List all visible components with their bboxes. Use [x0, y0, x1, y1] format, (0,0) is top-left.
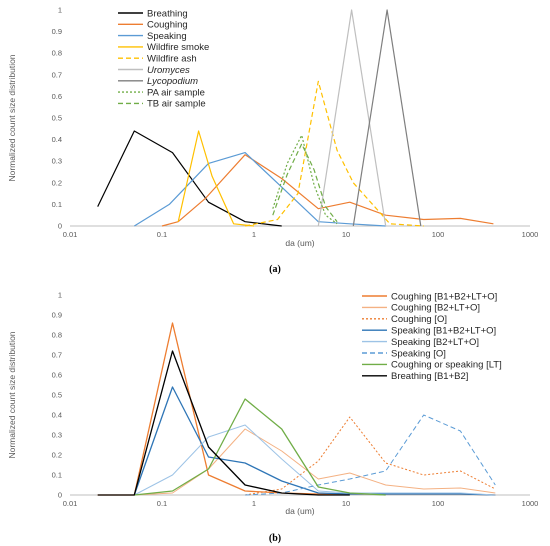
chart-a-series-line-4 [177, 130, 255, 227]
chart-a-y-tick-label: 0.6 [52, 92, 62, 101]
chart-b-legend-label: Coughing or speaking [LT] [391, 360, 502, 371]
chart-a-legend-label: TB air sample [147, 99, 206, 110]
chart-a: 0.01 0.1 1 10 100 1000 0 0.1 0.2 0.3 0.4 0.5 0.6 0.7 0… [7, 6, 538, 249]
chart-b-x-tick-label: 1 [252, 499, 256, 508]
chart-b-y-tick-label: 0 [58, 491, 62, 500]
chart-b-series-line-4 [133, 386, 496, 496]
chart-a-x-tick-label: 1000 [522, 230, 539, 239]
chart-b-y-tick-label: 0.5 [52, 391, 62, 400]
chart-a-y-tick-label: 0.7 [52, 70, 62, 79]
chart-b-series-line-8 [97, 350, 350, 496]
chart-a-y-tick-label: 0.5 [52, 114, 62, 123]
chart-b-y-tick-label: 0.4 [52, 411, 62, 420]
chart-a-legend-label: Coughing [147, 20, 188, 31]
chart-b-y-axis-label: Normalized count size distribution [7, 331, 17, 458]
chart-a-series-line-2 [161, 154, 494, 227]
chart-a-caption: (a) [269, 264, 281, 275]
chart-b-x-tick-label: 0.1 [157, 499, 167, 508]
chart-b-legend-label: Coughing [B2+LT+O] [391, 303, 480, 314]
chart-a-series-line-3 [133, 152, 386, 227]
chart-b-series-line-6 [245, 414, 496, 496]
chart-a-series-line-1 [97, 130, 282, 227]
chart-b-legend-label: Coughing [B1+B2+LT+O] [391, 291, 497, 302]
chart-b-y-tick-label: 0.1 [52, 471, 62, 480]
chart-a-x-tick-label: 0.01 [63, 230, 78, 239]
chart-b-y-tick-label: 0.2 [52, 451, 62, 460]
chart-b-x-axis-label: da (um) [285, 506, 314, 516]
chart-a-x-tick-label: 1 [252, 230, 256, 239]
chart-b-y-tick-label: 0.7 [52, 351, 62, 360]
chart-b: 0.01 0.1 1 10 100 1000 0 0.1 0.2 0.3 0.4 0.5 0.6 0.7 0… [7, 291, 538, 517]
chart-b-legend: Coughing [B1+B2+LT+O]Coughing [B2+LT+O]C… [362, 291, 502, 382]
chart-a-y-tick-label: 0.2 [52, 178, 62, 187]
chart-a-y-tick-label: 1 [58, 6, 62, 15]
chart-a-legend-label: Wildfire smoke [147, 42, 209, 53]
chart-a-y-tick-label: 0.9 [52, 27, 62, 36]
chart-a-y-tick-label: 0 [58, 222, 62, 231]
chart-b-x-tick-label: 10 [342, 499, 350, 508]
chart-b-series-line-2 [134, 428, 496, 496]
chart-a-y-tick-label: 0.8 [52, 49, 62, 58]
chart-a-legend-label: Speaking [147, 31, 187, 42]
chart-a-y-tick-label: 0.4 [52, 135, 62, 144]
chart-b-x-tick-label: 1000 [522, 499, 539, 508]
chart-b-legend-label: Coughing [O] [391, 314, 447, 325]
chart-b-y-tick-label: 1 [58, 291, 62, 300]
chart-a-legend-label: Lycopodium [147, 76, 198, 87]
chart-b-series-line-5 [134, 424, 496, 496]
chart-b-x-tick-label: 100 [432, 499, 445, 508]
chart-b-y-tick-label: 0.8 [52, 331, 62, 340]
chart-a-x-tick-label: 10 [342, 230, 350, 239]
chart-a-y-tick-label: 0.1 [52, 200, 62, 209]
chart-a-series-line-7 [352, 9, 422, 227]
chart-a-series-line-9 [272, 143, 338, 223]
chart-b-series-line-7 [134, 398, 386, 496]
chart-a-x-tick-label: 100 [432, 230, 445, 239]
chart-a-series-line-8 [272, 134, 338, 225]
chart-b-y-tick-label: 0.6 [52, 371, 62, 380]
chart-a-y-tick-label: 0.3 [52, 157, 62, 166]
chart-a-y-axis-label: Normalized count size distribution [7, 54, 17, 181]
chart-a-series-line-6 [317, 9, 387, 227]
chart-b-y-tick-label: 0.3 [52, 431, 62, 440]
chart-b-legend-label: Breathing [B1+B2] [391, 371, 468, 382]
chart-b-x-tick-label: 0.01 [63, 499, 78, 508]
chart-b-legend-label: Speaking [B2+LT+O] [391, 337, 479, 348]
chart-a-x-axis-label: da (um) [285, 238, 314, 248]
chart-a-legend-label: Wildfire ash [147, 54, 197, 65]
chart-b-series-line-3 [245, 416, 496, 496]
chart-b-legend-label: Speaking [B1+B2+LT+O] [391, 326, 496, 337]
chart-a-legend-label: Breathing [147, 8, 188, 19]
chart-a-x-tick-label: 0.1 [157, 230, 167, 239]
chart-a-series-line-5 [244, 80, 424, 227]
chart-b-y-tick-label: 0.9 [52, 311, 62, 320]
chart-b-caption: (b) [269, 533, 281, 544]
chart-b-legend-label: Speaking [O] [391, 348, 446, 359]
chart-a-legend-label: PA air sample [147, 87, 205, 98]
chart-a-legend-label: Uromyces [147, 65, 190, 76]
